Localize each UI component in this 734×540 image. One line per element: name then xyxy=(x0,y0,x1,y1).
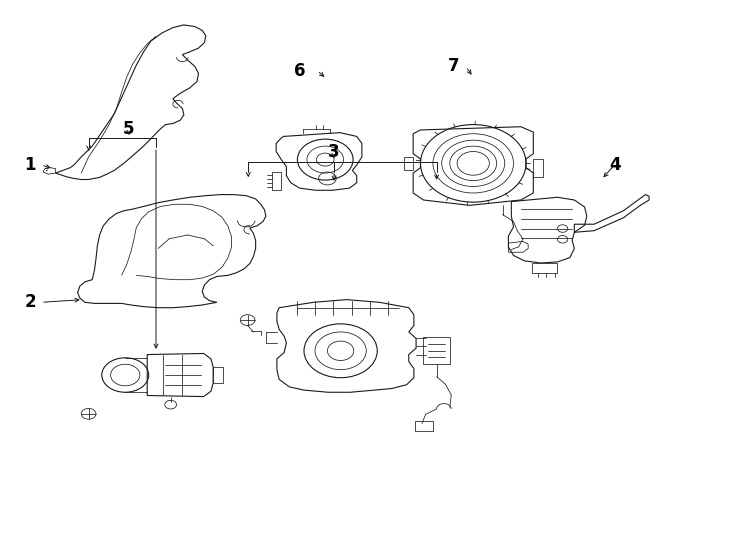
Text: 7: 7 xyxy=(448,57,459,76)
Text: 4: 4 xyxy=(608,156,620,174)
Text: 5: 5 xyxy=(123,120,134,138)
Text: 1: 1 xyxy=(24,156,36,174)
Text: 2: 2 xyxy=(24,293,36,312)
Text: 3: 3 xyxy=(328,143,340,160)
Text: 6: 6 xyxy=(294,62,305,80)
